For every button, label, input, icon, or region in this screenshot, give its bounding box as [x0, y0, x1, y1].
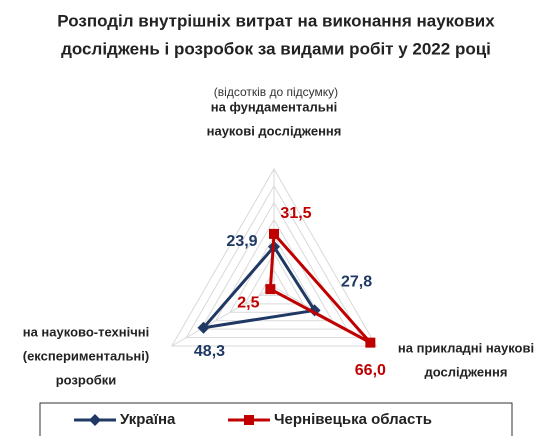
category-label: дослідження — [425, 364, 508, 379]
legend-label: Україна — [120, 411, 176, 428]
category-label: на фундаментальні — [211, 99, 337, 114]
chart-title: Розподіл внутрішніх витрат на виконання … — [57, 11, 495, 30]
category-label: на науково-технічні — [23, 324, 150, 339]
category-label: на прикладні наукові — [398, 340, 534, 355]
grid-ring — [258, 269, 290, 296]
data-label: 27,8 — [341, 274, 372, 291]
legend-box — [39, 402, 513, 436]
data-label: 66,0 — [355, 362, 386, 379]
category-label: наукові дослідження — [207, 123, 342, 138]
data-label: 48,3 — [194, 343, 225, 360]
marker — [365, 337, 376, 348]
data-label: 2,5 — [237, 294, 259, 311]
marker — [265, 284, 276, 295]
chart-subtitle: (відсотків до підсумку) — [214, 85, 338, 99]
marker — [269, 228, 279, 239]
series-line — [268, 230, 372, 344]
data-label: 23,9 — [226, 233, 257, 250]
series-line — [199, 244, 318, 330]
grid-ring — [214, 218, 334, 322]
marker — [197, 321, 210, 334]
chart-title: досліджень і розробок за видами робіт у … — [61, 39, 491, 58]
legend-label: Чернівецька область — [274, 411, 432, 428]
legend-marker — [244, 415, 254, 425]
grid-ring — [200, 201, 348, 330]
grid-ring — [185, 184, 363, 339]
category-label: розробки — [56, 372, 117, 387]
data-label: 31,5 — [280, 205, 311, 222]
legend-marker — [89, 414, 101, 426]
grid-ring — [243, 252, 305, 305]
axis-spoke — [171, 286, 275, 347]
grid-ring — [170, 168, 378, 347]
grid-ring — [229, 235, 319, 313]
category-label: (експериментальні) — [23, 348, 149, 363]
